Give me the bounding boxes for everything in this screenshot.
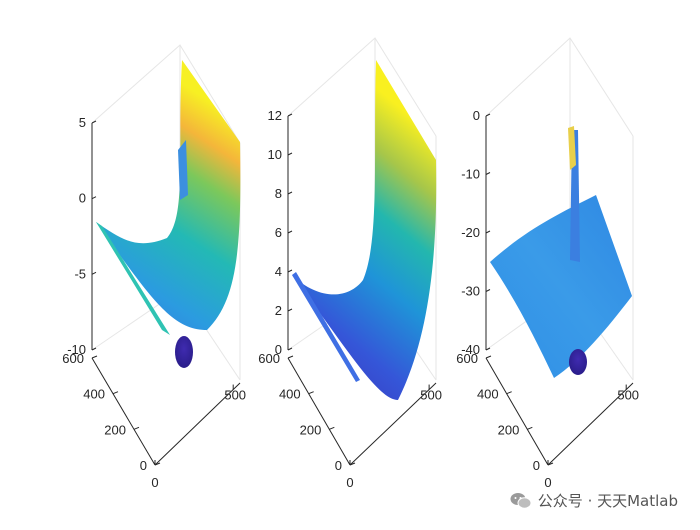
- z-tick-label: 4: [275, 264, 282, 279]
- y-axis: [547, 382, 634, 466]
- surface: [96, 60, 241, 330]
- x-tick: [527, 426, 533, 430]
- z-tick-label: 6: [275, 225, 282, 240]
- y-tick-label: 500: [224, 388, 246, 403]
- z-tick: [287, 347, 293, 351]
- x-tick-label: 400: [279, 387, 301, 402]
- x-axis: [287, 357, 351, 466]
- x-tick: [287, 355, 294, 359]
- z-tick: [485, 289, 491, 292]
- y-tick-label: 0: [151, 475, 158, 490]
- z-tick: [287, 113, 293, 117]
- x-tick-label: 200: [300, 422, 322, 437]
- z-tick: [485, 113, 491, 117]
- z-tick-label: -30: [461, 284, 480, 299]
- z-tick: [287, 308, 293, 312]
- z-tick-label: -10: [461, 167, 480, 182]
- z-tick-label: -40: [461, 342, 480, 357]
- x-tick-label: 0: [335, 458, 342, 473]
- x-tick: [133, 426, 140, 430]
- surface-front-edge: [96, 222, 170, 335]
- surface: [292, 60, 437, 400]
- surface-well: [175, 336, 193, 368]
- z-tick: [485, 347, 491, 351]
- x-tick: [506, 391, 512, 395]
- z-tick-label: 0: [79, 191, 86, 206]
- x-axis: [485, 357, 549, 466]
- y-tick-label: 0: [346, 475, 353, 490]
- x-tick-label: 600: [62, 351, 84, 366]
- z-tick-label: 2: [275, 303, 282, 318]
- z-tick-label: 10: [268, 147, 282, 162]
- x-axis: [91, 357, 156, 466]
- watermark: 公众号 · 天天Matlab: [510, 490, 678, 511]
- x-tick-label: 0: [140, 458, 147, 473]
- wechat-icon: [510, 492, 532, 509]
- z-tick: [287, 269, 293, 273]
- z-tick: [91, 120, 97, 124]
- x-tick-label: 400: [83, 387, 105, 402]
- z-tick-label: 8: [275, 186, 282, 201]
- x-tick: [112, 391, 119, 395]
- z-tick-label: -5: [74, 266, 86, 281]
- z-tick: [287, 230, 293, 234]
- surface: [490, 195, 632, 378]
- z-tick-label: 0: [473, 108, 480, 123]
- z-tick: [485, 230, 491, 234]
- z-tick: [485, 172, 491, 175]
- x-tick: [329, 426, 335, 430]
- surface-spike: [178, 140, 188, 200]
- z-tick-label: 12: [268, 108, 282, 123]
- surface-spike-tip: [568, 126, 576, 170]
- x-tick: [91, 355, 98, 359]
- y-tick-label: 500: [420, 388, 442, 403]
- x-tick-label: 600: [258, 351, 280, 366]
- box-top-edge: [287, 37, 437, 137]
- box-top-edge: [485, 37, 634, 137]
- x-tick: [485, 355, 492, 359]
- z-tick: [91, 347, 97, 351]
- z-tick: [287, 191, 293, 195]
- y-tick-label: 500: [617, 388, 639, 403]
- x-tick-label: 200: [104, 422, 126, 437]
- x-tick-label: 400: [477, 387, 499, 402]
- y-tick-label: 0: [544, 475, 551, 490]
- z-tick-label: 5: [79, 115, 86, 130]
- z-tick-label: -10: [67, 342, 86, 357]
- z-tick: [91, 271, 97, 275]
- z-tick: [91, 196, 97, 200]
- x-tick-label: 200: [498, 422, 520, 437]
- y-axis: [349, 382, 437, 466]
- x-tick-label: 600: [456, 351, 478, 366]
- x-tick: [308, 391, 314, 395]
- surface-well: [569, 349, 587, 375]
- z-tick: [287, 152, 293, 156]
- surface-front-edge: [292, 272, 360, 382]
- watermark-text: 公众号 · 天天Matlab: [537, 492, 678, 510]
- y-axis: [154, 382, 241, 466]
- x-tick-label: 0: [533, 458, 540, 473]
- z-tick-label: -20: [461, 225, 480, 240]
- z-tick-label: 0: [275, 342, 282, 357]
